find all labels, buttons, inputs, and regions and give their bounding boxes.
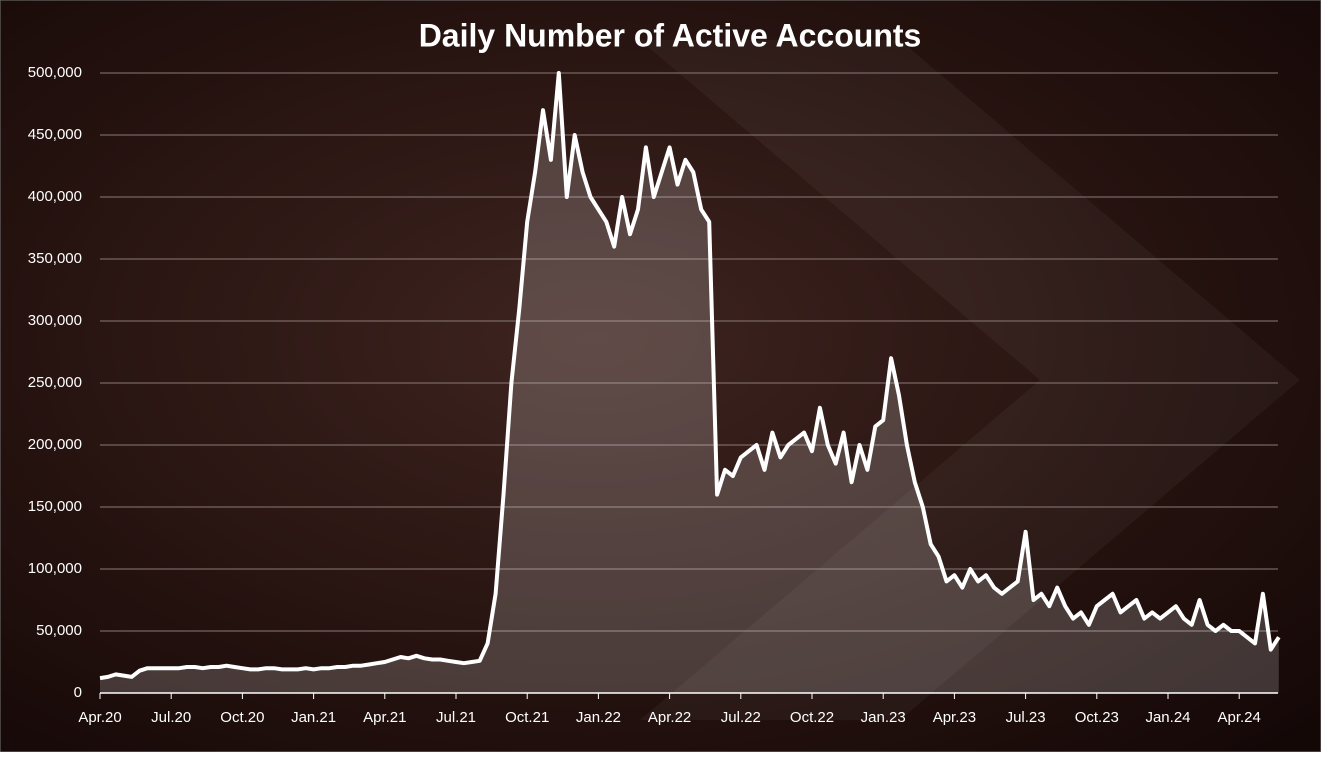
y-tick-label: 350,000 (28, 250, 82, 267)
y-tick-label: 50,000 (36, 622, 82, 639)
y-tick-label: 300,000 (28, 312, 82, 329)
y-tick-label: 400,000 (28, 188, 82, 205)
x-tick-label: Jul.22 (721, 709, 761, 726)
y-tick-label: 450,000 (28, 126, 82, 143)
x-tick-label: Jan.24 (1145, 709, 1190, 726)
x-tick-label: Jul.23 (1006, 709, 1046, 726)
x-tick-label: Jan.22 (576, 709, 621, 726)
x-tick-label: Jul.21 (436, 709, 476, 726)
y-tick-label: 150,000 (28, 498, 82, 515)
x-tick-label: Apr.24 (1218, 709, 1261, 726)
line (99, 71, 1281, 681)
decor (640, 40, 1300, 720)
area (100, 73, 1279, 693)
x-tick-label: Jan.23 (861, 709, 906, 726)
y-tick-label: 200,000 (28, 436, 82, 453)
x-tick-label: Oct.23 (1075, 709, 1119, 726)
y-tick-label: 0 (74, 684, 82, 701)
y-tick-label: 100,000 (28, 560, 82, 577)
x-tick-label: Jul.20 (151, 709, 191, 726)
x-tick-label: Oct.21 (505, 709, 549, 726)
x-tick-label: Apr.23 (933, 709, 976, 726)
x-tick-label: Oct.20 (220, 709, 264, 726)
x-tick-label: Apr.22 (648, 709, 691, 726)
y-tick-label: 250,000 (28, 374, 82, 391)
y-tick-label: 500,000 (28, 64, 82, 81)
x-tick-label: Jan.21 (291, 709, 336, 726)
x-tick-label: Apr.21 (363, 709, 406, 726)
x-tick-label: Oct.22 (790, 709, 834, 726)
chart-title: Daily Number of Active Accounts (419, 17, 922, 53)
x-tick-label: Apr.20 (78, 709, 121, 726)
